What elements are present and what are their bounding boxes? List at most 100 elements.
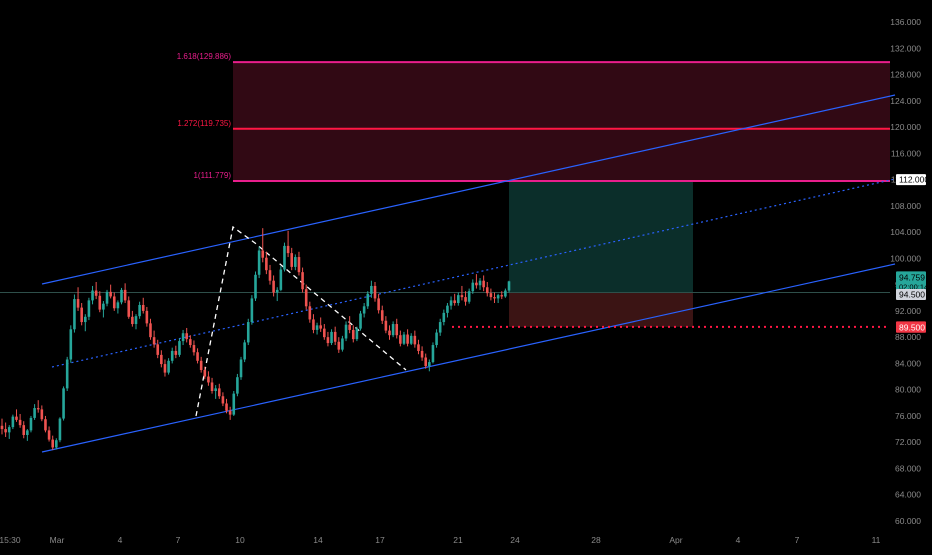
candle-body [297, 257, 301, 273]
candle-body [319, 325, 322, 329]
candle-body [279, 269, 283, 290]
candle [26, 429, 29, 441]
candle-body [395, 324, 399, 336]
candle [112, 292, 116, 311]
time-tick-label[interactable]: 10 [235, 535, 245, 545]
candle-body [399, 335, 402, 344]
candle-body [370, 285, 373, 294]
abc-pattern-line [195, 225, 407, 417]
candle [189, 335, 192, 348]
price-tick-label[interactable]: 132.000 [890, 43, 921, 53]
candle-body [214, 388, 217, 391]
candle [359, 310, 362, 331]
price-tick-label[interactable]: 116.000 [891, 148, 921, 158]
candle [160, 350, 163, 368]
candle-body [442, 312, 446, 323]
candle [457, 292, 460, 306]
price-tick-label[interactable]: 136.000 [890, 17, 921, 27]
price-tick-label[interactable]: 72.000 [895, 437, 921, 447]
candle-body [0, 425, 4, 430]
price-tick-label[interactable]: 100.000 [890, 253, 921, 263]
candle-body [109, 291, 112, 297]
time-tick-label[interactable]: 15:30 [0, 535, 21, 545]
candle-body [127, 300, 131, 317]
candle [424, 353, 428, 369]
price-tick-label[interactable]: 68.000 [895, 463, 921, 473]
candle-body [391, 324, 395, 336]
price-tick-label[interactable]: 128.000 [890, 70, 921, 80]
candle [341, 335, 344, 352]
candle-body [69, 329, 73, 360]
candle-body [47, 430, 51, 440]
candle [102, 301, 105, 318]
candle [123, 283, 127, 304]
time-tick-label[interactable]: 7 [176, 535, 181, 545]
candle-body [507, 281, 511, 291]
candle [170, 347, 174, 364]
candle [163, 359, 167, 377]
candle [485, 282, 489, 297]
candle-body [83, 316, 87, 323]
candle-body [453, 300, 456, 304]
candle-body [185, 333, 188, 340]
candle-body [178, 341, 181, 355]
candle [257, 246, 261, 279]
candle-body [257, 250, 261, 275]
time-axis[interactable]: 15:30 Mar 4 7 10 14 17 21 24 28 Apr 4 7 11 [0, 535, 881, 545]
candle-body [149, 323, 152, 338]
fib-level-label: 1(111.779) [193, 171, 231, 180]
price-tick-label[interactable]: 64.000 [895, 490, 921, 500]
time-tick-label[interactable]: 17 [375, 535, 385, 545]
candle-body [22, 425, 26, 435]
time-tick-label[interactable]: 4 [118, 535, 123, 545]
candle-body [406, 334, 409, 344]
candle [297, 251, 301, 276]
candle [120, 287, 123, 305]
candle [420, 346, 424, 361]
time-tick-label[interactable]: Apr [669, 535, 682, 545]
candle-body [134, 316, 138, 325]
candle-body [91, 290, 94, 301]
candle [228, 406, 232, 420]
candle [83, 314, 87, 332]
candle [250, 295, 254, 325]
channel-upper-line [41, 94, 896, 285]
price-tick-label[interactable]: 80.000 [895, 385, 921, 395]
time-tick-label[interactable]: 7 [795, 535, 800, 545]
candle [15, 409, 18, 422]
time-tick-label[interactable]: 21 [453, 535, 463, 545]
price-tag-bg [896, 288, 926, 300]
candle [283, 242, 286, 272]
time-tick-label[interactable]: 4 [736, 535, 741, 545]
time-tick-label[interactable]: 14 [313, 535, 323, 545]
price-tick-label[interactable]: 104.000 [890, 227, 921, 237]
candle [156, 339, 160, 359]
candle [370, 280, 373, 298]
candle [323, 324, 326, 340]
candle [138, 301, 141, 319]
candle [377, 293, 380, 314]
time-tick-label[interactable]: Mar [50, 535, 65, 545]
candle [217, 383, 221, 399]
price-tick-label[interactable]: 76.000 [895, 411, 921, 421]
price-tick-label[interactable]: 108.000 [890, 201, 921, 211]
time-tick-label[interactable]: 24 [510, 535, 520, 545]
price-tick-label[interactable]: 120.000 [890, 122, 921, 132]
price-tick-label[interactable]: 84.000 [895, 358, 921, 368]
price-tag: 94.500 [896, 288, 926, 300]
candle [116, 300, 120, 314]
candle [76, 287, 80, 311]
price-tick-label[interactable]: 60.000 [895, 516, 921, 526]
time-tick-label[interactable]: 11 [872, 535, 881, 545]
time-tick-label[interactable]: 28 [591, 535, 601, 545]
price-tick-label[interactable]: 124.000 [890, 96, 921, 106]
candle [214, 385, 217, 399]
price-tag: 89.500 [896, 321, 926, 333]
price-tick-label[interactable]: 92.000 [895, 306, 921, 316]
candle-body [250, 298, 254, 323]
price-tick-label[interactable]: 88.000 [895, 332, 921, 342]
